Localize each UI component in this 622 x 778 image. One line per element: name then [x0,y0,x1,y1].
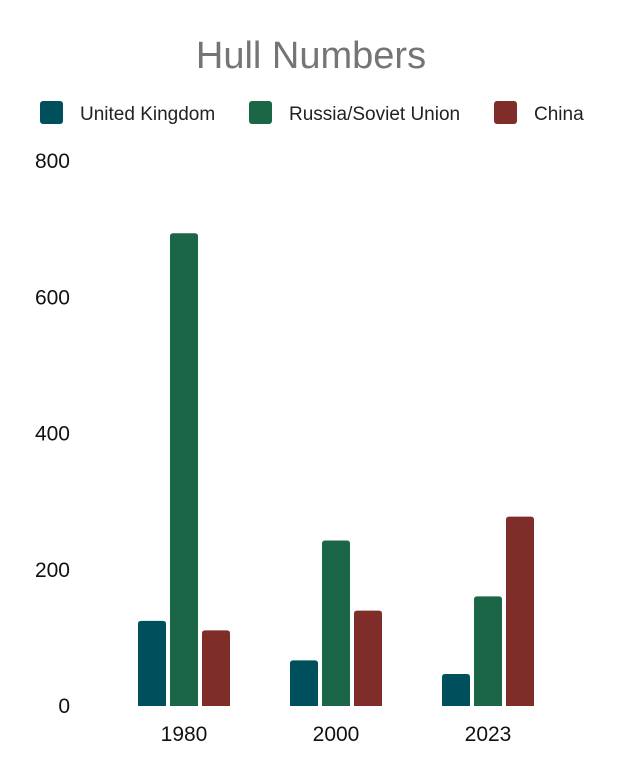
bar-russia-soviet-union-1980 [170,233,198,706]
legend-item-united-kingdom: United Kingdom [40,101,215,125]
legend-swatch-china [494,101,517,124]
legend-swatch-russia-soviet-union [249,101,272,124]
y-tick-label: 800 [35,150,70,173]
x-axis: 1980 2000 2023 [161,723,512,746]
x-tick-label: 1980 [161,723,208,746]
bar-united-kingdom-2000 [290,660,318,706]
x-tick-label: 2023 [465,723,512,746]
y-tick-label: 400 [35,423,70,446]
y-tick-label: 600 [35,286,70,309]
legend-item-russia-soviet-union: Russia/Soviet Union [249,101,460,125]
legend: United Kingdom Russia/Soviet Union China [40,101,584,125]
bars [138,233,534,706]
bar-united-kingdom-2023 [442,673,470,706]
bar-china-1980 [202,630,230,706]
bar-china-2000 [354,610,382,706]
bar-russia-soviet-union-2000 [322,540,350,706]
x-tick-label: 2000 [313,723,360,746]
y-tick-label: 200 [35,559,70,582]
chart-title: Hull Numbers [196,35,426,77]
bar-united-kingdom-1980 [138,620,166,706]
legend-label-china: China [534,104,584,125]
y-tick-label: 0 [58,695,70,718]
legend-label-russia-soviet-union: Russia/Soviet Union [289,104,460,125]
legend-label-united-kingdom: United Kingdom [80,104,215,125]
bar-russia-soviet-union-2023 [474,596,502,706]
legend-item-china: China [494,101,584,125]
bar-china-2023 [506,516,534,706]
legend-swatch-united-kingdom [40,101,63,124]
y-axis: 0 200 400 600 800 [35,150,70,718]
